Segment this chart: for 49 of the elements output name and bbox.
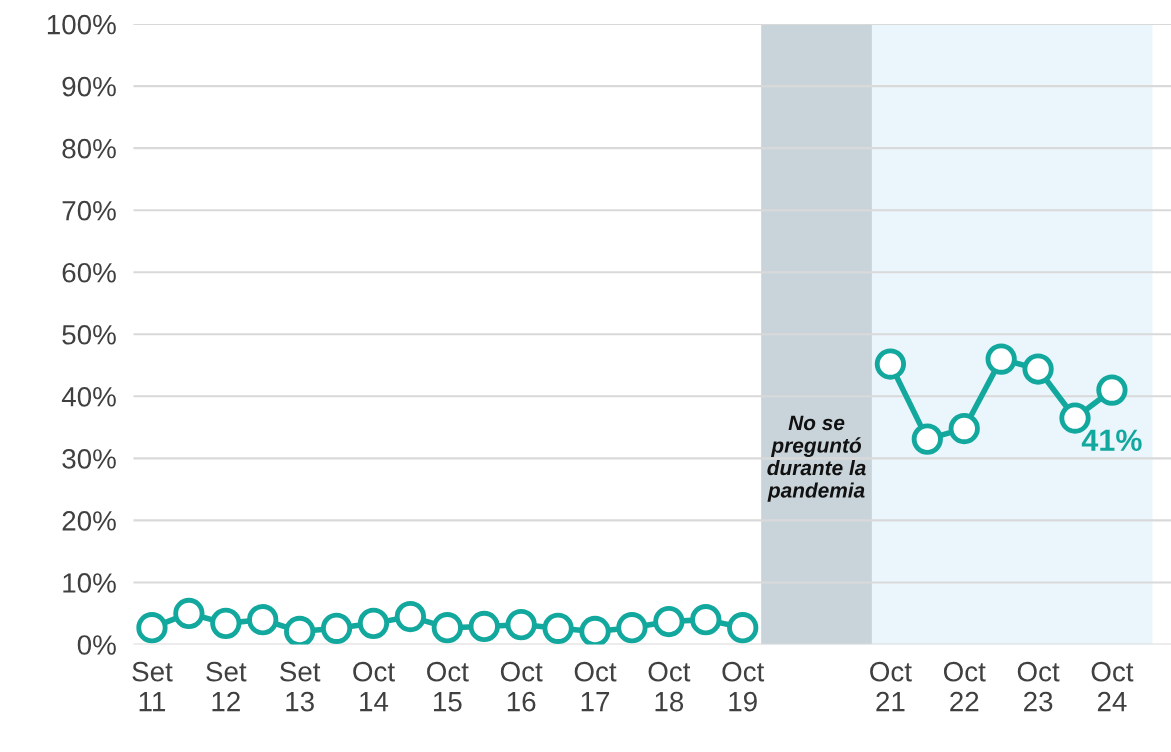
y-tick-label: 100% [47,14,116,35]
x-tick-label: Oct 19 [722,661,765,712]
x-tick-label: Oct 24 [1091,661,1134,712]
point [431,612,463,644]
x-tick-label: Oct 22 [943,661,986,712]
y-tick-label: 40% [61,386,116,407]
annotation: 41% [1081,429,1142,452]
band-label: No se preguntó durante la pandemia [767,415,866,502]
x-tick-label: Oct 21 [870,661,912,712]
x-tick-label: Oct 16 [500,661,543,712]
y-tick-label: 20% [62,511,116,531]
point [727,612,759,644]
x-tick-label: Oct 14 [353,661,395,712]
point [505,608,537,641]
point [210,607,242,639]
x-tick-label: Set 13 [280,661,321,712]
point [173,597,205,630]
x-tick-label: Oct 17 [574,661,617,712]
point [1022,353,1054,385]
y-tick-label: 80% [62,138,116,159]
point [616,612,648,644]
x-tick-label: Set 12 [206,661,247,712]
point [468,610,500,643]
point [394,600,427,633]
point [985,343,1017,375]
y-tick-label: 70% [62,200,116,221]
y-tick-label: 10% [63,573,116,593]
y-tick-label: 50% [62,324,116,345]
y-tick-label: 0% [77,635,116,655]
point [874,348,907,380]
point [542,612,574,644]
point [136,612,168,644]
y-tick-label: 60% [62,262,116,283]
y-tick-label: 90% [62,76,116,97]
point [357,607,390,639]
x-tick-label: Oct 15 [427,661,469,712]
x-tick-label: Oct 18 [648,661,691,712]
point [911,423,943,455]
point [948,412,980,445]
point [320,612,353,644]
x-tick-label: Oct 23 [1017,661,1060,712]
point [1096,374,1128,406]
point [579,615,611,645]
point [247,604,279,636]
point [690,604,722,636]
x-tick-label: Set 11 [132,661,173,712]
point [653,605,685,638]
y-tick-label: 30% [62,449,116,469]
point [284,615,316,645]
